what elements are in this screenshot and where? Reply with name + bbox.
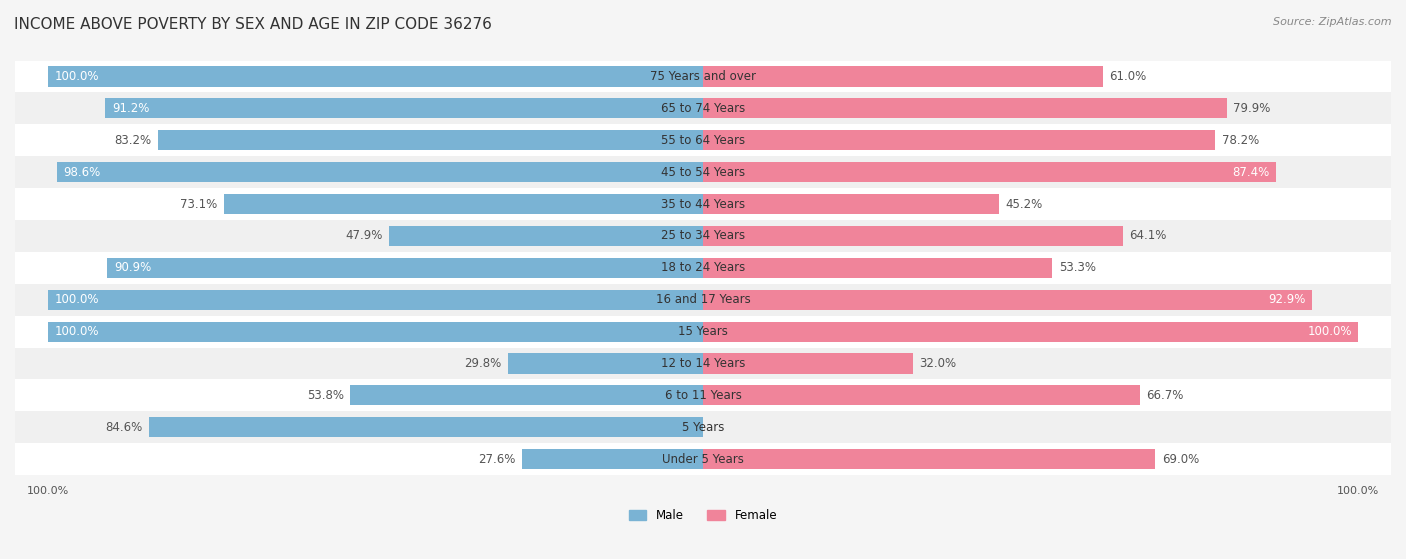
Bar [703,130,1215,150]
Bar [703,258,1052,278]
Text: Source: ZipAtlas.com: Source: ZipAtlas.com [1274,17,1392,27]
Text: 35 to 44 Years: 35 to 44 Years [661,197,745,211]
Bar [703,226,1123,246]
Bar [48,321,703,342]
Bar [15,316,1391,348]
Bar [350,385,703,405]
Bar [15,220,1391,252]
Text: Under 5 Years: Under 5 Years [662,453,744,466]
Bar [15,156,1391,188]
Text: 64.1%: 64.1% [1129,229,1167,243]
Text: 75 Years and over: 75 Years and over [650,70,756,83]
Bar [703,194,1000,214]
Text: 15 Years: 15 Years [678,325,728,338]
Text: 100.0%: 100.0% [27,486,69,496]
Bar [703,449,1156,469]
Text: 73.1%: 73.1% [180,197,218,211]
Text: 47.9%: 47.9% [346,229,382,243]
Text: 27.6%: 27.6% [478,453,516,466]
Bar [15,92,1391,124]
Text: 53.8%: 53.8% [307,389,344,402]
Bar [15,252,1391,284]
Text: 92.9%: 92.9% [1268,293,1305,306]
Text: 79.9%: 79.9% [1233,102,1271,115]
Bar [703,353,912,373]
Text: 100.0%: 100.0% [55,70,98,83]
Bar [15,411,1391,443]
Bar [105,98,703,119]
Bar [48,67,703,87]
Bar [48,290,703,310]
Text: 32.0%: 32.0% [920,357,956,370]
Text: 25 to 34 Years: 25 to 34 Years [661,229,745,243]
Text: 66.7%: 66.7% [1147,389,1184,402]
Text: 29.8%: 29.8% [464,357,501,370]
Text: 100.0%: 100.0% [55,325,98,338]
Text: 84.6%: 84.6% [105,421,142,434]
Text: 65 to 74 Years: 65 to 74 Years [661,102,745,115]
Bar [703,385,1140,405]
Bar [15,380,1391,411]
Text: 45.2%: 45.2% [1005,197,1043,211]
Text: 98.6%: 98.6% [63,165,101,179]
Bar [703,98,1226,119]
Bar [15,188,1391,220]
Bar [703,290,1312,310]
Text: 100.0%: 100.0% [1337,486,1379,496]
Bar [15,443,1391,475]
Text: 90.9%: 90.9% [114,261,152,274]
Text: 45 to 54 Years: 45 to 54 Years [661,165,745,179]
Text: 18 to 24 Years: 18 to 24 Years [661,261,745,274]
Text: 6 to 11 Years: 6 to 11 Years [665,389,741,402]
Bar [703,321,1358,342]
Bar [224,194,703,214]
Text: 100.0%: 100.0% [1308,325,1351,338]
Text: 16 and 17 Years: 16 and 17 Years [655,293,751,306]
Text: 53.3%: 53.3% [1059,261,1095,274]
Bar [389,226,703,246]
Text: 5 Years: 5 Years [682,421,724,434]
Bar [149,417,703,437]
Text: 12 to 14 Years: 12 to 14 Years [661,357,745,370]
Bar [703,162,1275,182]
Legend: Male, Female: Male, Female [624,504,782,527]
Bar [15,124,1391,156]
Bar [15,284,1391,316]
Bar [157,130,703,150]
Bar [15,348,1391,380]
Bar [15,60,1391,92]
Bar [522,449,703,469]
Text: INCOME ABOVE POVERTY BY SEX AND AGE IN ZIP CODE 36276: INCOME ABOVE POVERTY BY SEX AND AGE IN Z… [14,17,492,32]
Text: 83.2%: 83.2% [114,134,152,147]
Bar [703,67,1102,87]
Text: 61.0%: 61.0% [1109,70,1146,83]
Text: 100.0%: 100.0% [55,293,98,306]
Text: 87.4%: 87.4% [1232,165,1270,179]
Text: 55 to 64 Years: 55 to 64 Years [661,134,745,147]
Bar [107,258,703,278]
Text: 78.2%: 78.2% [1222,134,1260,147]
Bar [56,162,703,182]
Text: 69.0%: 69.0% [1161,453,1199,466]
Bar [508,353,703,373]
Text: 91.2%: 91.2% [112,102,149,115]
